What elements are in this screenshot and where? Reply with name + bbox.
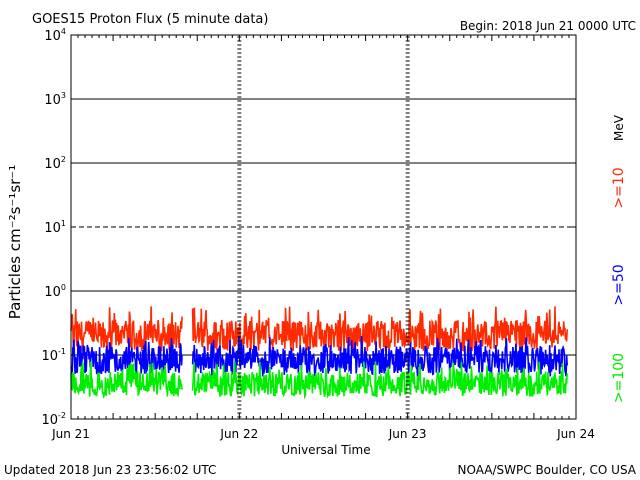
y-axis-label: Particles cm⁻²s⁻¹sr⁻¹ [6, 165, 24, 319]
series-line-ge10 [70, 306, 183, 352]
series-line-ge50 [191, 335, 568, 378]
begin-label: Begin: 2018 Jun 21 0000 UTC [460, 19, 636, 33]
series-line-ge10 [191, 306, 568, 353]
day-tick-marks [77, 35, 570, 419]
legend-entry: >=100 [611, 353, 627, 403]
chart-title: GOES15 Proton Flux (5 minute data) [32, 12, 268, 27]
y-tick-label: 10-1 [41, 347, 66, 364]
x-tick-labels: Jun 21 Jun 22 Jun 23 Jun 24 [51, 427, 595, 441]
grid-lines [71, 98, 576, 356]
legend-unit: MeV [612, 114, 626, 141]
y-tick-label: 100 [44, 283, 66, 300]
legend-entry: >=50 [611, 264, 627, 305]
updated-timestamp: Updated 2018 Jun 23 23:56:02 UTC [4, 463, 216, 477]
y-tick-label: 104 [44, 27, 66, 44]
series-line-ge100 [191, 361, 568, 400]
source-label: NOAA/SWPC Boulder, CO USA [458, 463, 637, 477]
x-tick-label: Jun 23 [388, 427, 427, 441]
y-tick-label: 102 [44, 155, 66, 172]
legend-entry: >=10 [611, 167, 627, 208]
x-axis-label: Universal Time [281, 443, 370, 457]
x-tick-label: Jun 21 [51, 427, 90, 441]
legend: MeV >=10 >=50 >=100 [611, 114, 627, 403]
series-line-ge50 [70, 337, 183, 378]
series-line-ge100 [70, 361, 183, 399]
y-tick-label: 103 [44, 91, 66, 108]
series-layer [70, 306, 568, 400]
y-tick-label: 10-2 [41, 411, 66, 428]
y-tick-labels: 104 103 102 101 100 10-1 10-2 [41, 27, 576, 428]
y-tick-label: 101 [44, 219, 66, 236]
plot-area [70, 34, 577, 420]
x-tick-label: Jun 24 [556, 427, 595, 441]
x-tick-label: Jun 22 [219, 427, 258, 441]
